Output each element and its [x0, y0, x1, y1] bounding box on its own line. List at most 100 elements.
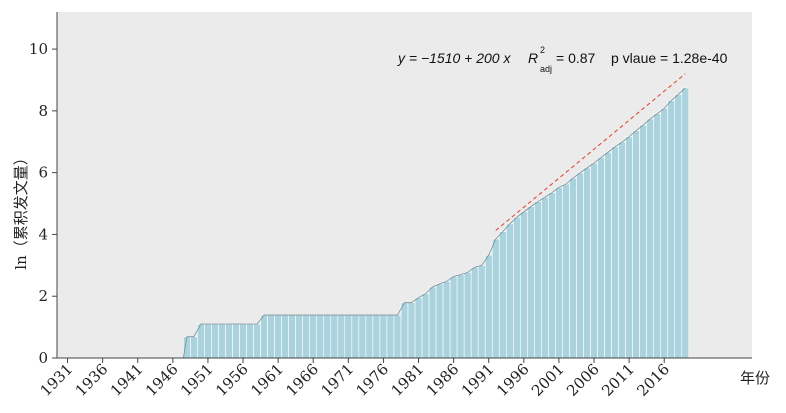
bar-1952 [211, 323, 219, 359]
bar-1980 [407, 302, 416, 359]
r-squared-superscript: 2 [540, 45, 545, 55]
bar-2012 [632, 130, 640, 359]
bar-1973 [358, 314, 367, 359]
bar-1979 [400, 302, 409, 359]
y-tick-label: 6 [38, 164, 48, 182]
bar-1959 [260, 314, 268, 359]
x-tick-label: 1971 [317, 360, 357, 400]
r-squared-symbol: R [528, 50, 538, 66]
x-tick-label: 2016 [633, 360, 673, 400]
bar-1967 [316, 314, 325, 359]
bar-1963 [288, 314, 296, 359]
bar-1982 [421, 293, 430, 359]
bar-1949 [190, 336, 198, 359]
bar-1976 [379, 314, 388, 359]
bar-2018 [674, 94, 683, 359]
bar-2002 [562, 183, 570, 359]
r-squared-subscript: adj [540, 64, 552, 74]
y-axis-label: ln（累积发文量） [12, 150, 30, 269]
x-tick-label: 1996 [493, 360, 533, 400]
fit-equation: y = −1510 + 200 x [397, 50, 511, 66]
bar-1966 [309, 314, 318, 359]
x-tick-label: 1981 [388, 360, 428, 400]
bar-1948 [183, 336, 191, 359]
bar-1981 [414, 297, 423, 359]
x-tick-label: 1991 [458, 360, 498, 400]
y-tick-label: 0 [38, 349, 48, 367]
bar-1978 [393, 314, 402, 359]
regression-annotation: y = −1510 + 200 x R 2 adj = 0.87 p vlaue… [397, 45, 728, 74]
bar-1951 [204, 323, 212, 359]
bar-2017 [667, 100, 676, 359]
y-tick-label: 8 [38, 102, 48, 120]
x-tick-label: 1936 [72, 360, 112, 400]
bar-1968 [323, 314, 332, 359]
bar-1958 [253, 323, 261, 359]
x-tick-label: 2006 [563, 360, 603, 400]
bar-2011 [625, 136, 633, 359]
x-tick-label: 1976 [353, 360, 393, 400]
bar-1955 [232, 323, 240, 359]
x-tick-label: 1961 [247, 360, 287, 400]
bar-2016 [660, 108, 669, 359]
x-tick-label: 1946 [142, 360, 182, 400]
bar-1991 [484, 254, 493, 359]
bar-1990 [477, 265, 486, 359]
bar-1972 [351, 314, 360, 359]
bar-1989 [470, 266, 479, 359]
y-tick-label: 2 [38, 287, 48, 305]
bar-2000 [548, 192, 556, 359]
bar-2007 [597, 157, 605, 359]
bar-1956 [239, 323, 247, 359]
y-tick-label: 10 [29, 40, 48, 58]
x-tick-label: 1941 [107, 360, 147, 400]
bar-1964 [295, 314, 303, 359]
area-outline [182, 87, 686, 359]
x-tick-label: 1986 [423, 360, 463, 400]
p-value-text: p vlaue = 1.28e-40 [611, 50, 728, 66]
bar-1987 [456, 274, 465, 359]
bar-2019 [681, 87, 690, 359]
bar-1971 [344, 314, 353, 359]
bar-1999 [541, 197, 549, 359]
bar-1962 [281, 314, 289, 359]
x-tick-label: 2001 [528, 360, 568, 400]
x-tick-label: 1951 [177, 360, 217, 400]
bar-1961 [274, 314, 282, 359]
bar-1960 [267, 314, 275, 359]
bar-1983 [428, 286, 437, 359]
bar-1969 [330, 314, 339, 359]
bar-1997 [527, 206, 535, 359]
bar-2013 [639, 124, 647, 359]
bar-1995 [512, 216, 521, 359]
bar-2003 [569, 177, 577, 359]
bar-2009 [611, 146, 619, 359]
bar-2008 [604, 151, 612, 359]
bar-2015 [653, 113, 662, 359]
bar-1998 [534, 201, 542, 359]
bar-1974 [365, 314, 374, 359]
regression-fit-line [495, 73, 686, 231]
x-tick-label: 1956 [212, 360, 252, 400]
bar-1988 [463, 272, 472, 359]
bar-1994 [505, 223, 514, 359]
bar-1965 [302, 314, 311, 359]
bar-1953 [218, 323, 226, 359]
bar-1996 [520, 211, 528, 359]
bar-2006 [590, 162, 598, 359]
bar-1993 [498, 231, 507, 359]
x-tick-label: 1966 [282, 360, 322, 400]
bar-2010 [618, 141, 626, 359]
x-axis-label: 年份 [740, 369, 770, 387]
y-tick-label: 4 [38, 225, 48, 243]
bar-1975 [372, 314, 381, 359]
bar-2004 [576, 172, 584, 359]
bar-1985 [442, 281, 451, 359]
bar-1954 [225, 323, 233, 359]
bar-2001 [555, 187, 563, 359]
bar-1984 [435, 283, 444, 359]
bar-2005 [583, 167, 591, 359]
bar-1992 [491, 238, 500, 359]
y-ticks-group: 0 2 4 6 8 10 [29, 40, 57, 367]
